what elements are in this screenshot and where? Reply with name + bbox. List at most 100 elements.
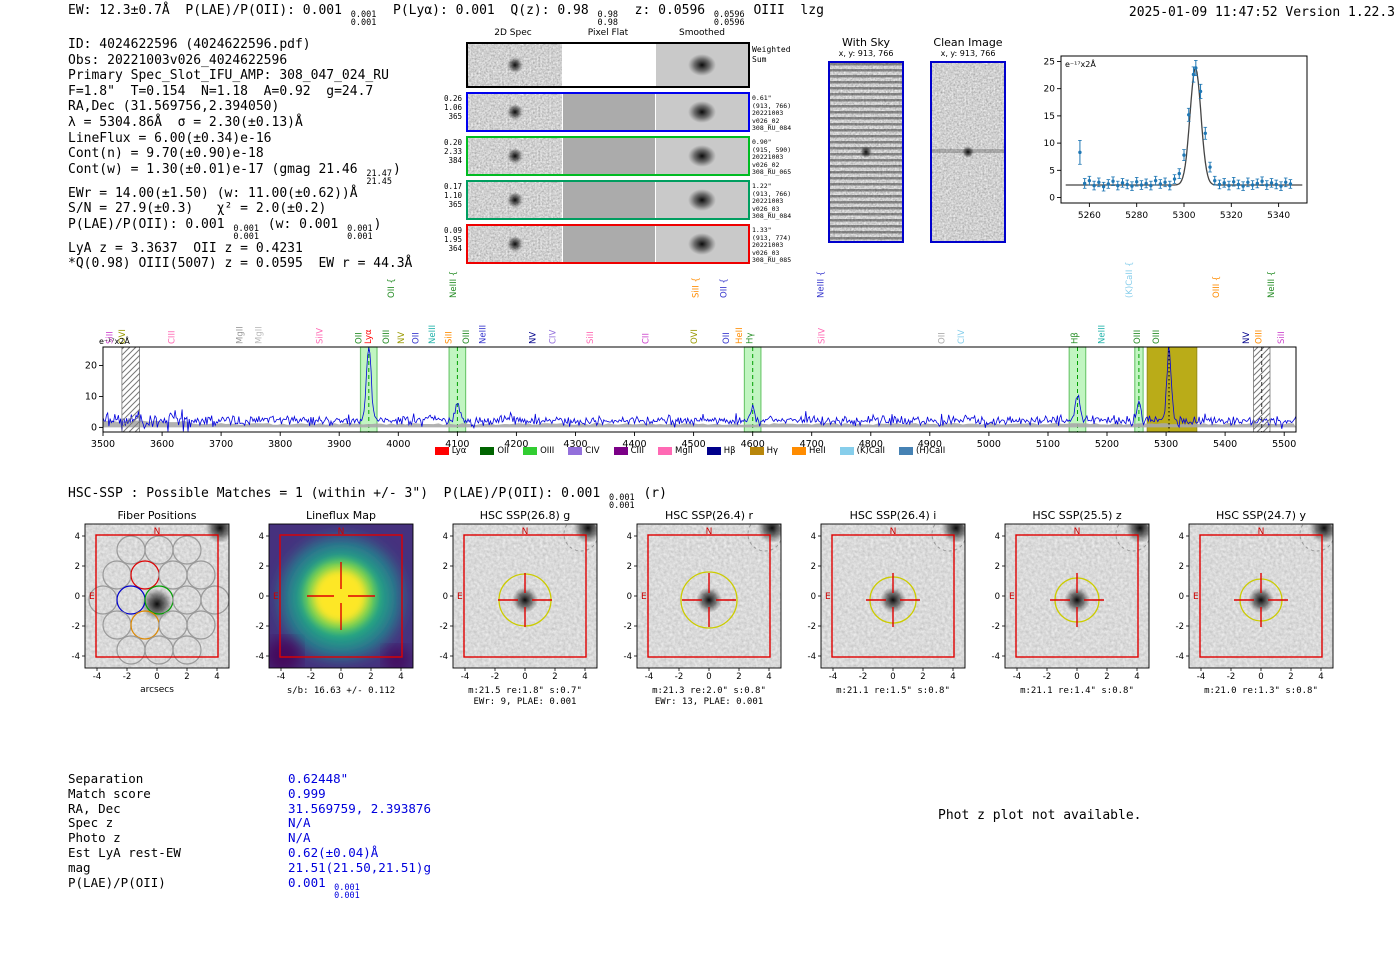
svg-text:OII {: OII {: [720, 278, 730, 298]
svg-text:CIV: CIV: [548, 330, 558, 344]
info-line: ID: 4024622596 (4024622596.pdf): [68, 37, 412, 53]
svg-text:SiIV: SiIV: [316, 328, 326, 344]
pixel-flat-image: [563, 44, 655, 86]
svg-text:4: 4: [766, 672, 771, 682]
legend-swatch: [839, 447, 854, 455]
svg-text:0: 0: [154, 672, 159, 682]
extraction-box: [1015, 534, 1139, 658]
svg-text:10: 10: [1044, 139, 1056, 149]
spec2d-col-header: 2D Spec: [494, 28, 532, 38]
cutout-image: [453, 524, 597, 668]
info-line: Primary Spec_Slot_IFU_AMP: 308_047_024_R…: [68, 68, 412, 84]
svg-text:NeIII: NeIII: [1098, 325, 1108, 344]
flux-data-points: [1078, 59, 1293, 192]
smoothed-image: [656, 94, 748, 130]
spec2d-row-annotation: 1.22" (913, 766) 20221003 v026_03 308_RU_084: [752, 182, 792, 221]
spec2d-row-annotation: 0.90" (915, 590) 20221003 v026_02 308_RU_065: [752, 138, 792, 177]
cutout-axes: -4 -4 -2 -2 0 0 2 2 4 4: [72, 523, 230, 682]
cutout-image: [1189, 524, 1333, 668]
text-run: 0.999: [288, 785, 326, 801]
zoom-plot-axes: 5260 5280 5300 5320 5340 0 5 10 15 20 25: [1044, 55, 1308, 221]
svg-text:5500: 5500: [1272, 439, 1296, 450]
svg-text:MgII: MgII: [235, 326, 245, 344]
hsc-match-header: HSC-SSP : Possible Matches = 1 (within +…: [68, 486, 667, 510]
svg-text:2: 2: [627, 562, 632, 572]
svg-text:OII: OII: [411, 332, 421, 344]
cutout-axes: -4 -4 -2 -2 0 0 2 2 4 4: [256, 523, 414, 682]
with-sky-coords: x, y: 913, 766: [838, 49, 894, 58]
text-run: Cont(w) = 1.30(±0.01)e-17 (gmag 21.46: [68, 161, 366, 177]
clean-image-title: Clean Image: [933, 36, 1003, 49]
spec2d-row-values: 0.20 2.33 384: [443, 138, 462, 165]
svg-text:NV: NV: [528, 332, 538, 344]
svg-text:3800: 3800: [268, 439, 292, 450]
svg-text:4: 4: [582, 672, 587, 682]
stacked-uncertainty: 0.001 0.001: [350, 9, 377, 28]
text-run: N/A: [288, 815, 311, 831]
svg-text:-4: -4: [93, 672, 101, 682]
svg-text:OVI: OVI: [690, 329, 700, 344]
svg-text:SiII: SiII: [1277, 331, 1287, 344]
match-value: 0.62448": [288, 771, 348, 787]
legend-item: Lyα: [434, 446, 466, 456]
svg-text:0: 0: [1179, 592, 1184, 602]
svg-text:-4: -4: [645, 672, 653, 682]
cutout-image: [269, 524, 413, 668]
svg-text:-2: -2: [307, 672, 315, 682]
svg-text:0: 0: [443, 592, 448, 602]
cutout-caption: EWr: 9, PLAE: 0.001: [474, 697, 577, 707]
cutout-panel: Fiber Positions N E -4 -4 -2 -2 0 0 2 2 4 4 arcsecs: [72, 509, 230, 695]
with-sky-panel: With Sky x, y: 913, 766: [826, 36, 906, 243]
svg-text:NeIII {: NeIII {: [1267, 271, 1277, 298]
svg-text:-4: -4: [1197, 672, 1205, 682]
text-run: (w: 0.001: [259, 216, 347, 232]
svg-text:-2: -2: [491, 672, 499, 682]
text-run: S/N = 27.9(±0.3) χ² = 2.0(±0.2): [68, 201, 327, 217]
compass-north: N: [706, 527, 713, 537]
zoom-spectrum-plot: 5260 5280 5300 5320 5340 0 5 10 15 20 25 e⁻¹⁷x2Å: [1044, 55, 1308, 221]
text-run: P(Lyα): 0.001 Q(z): 0.98: [377, 3, 597, 18]
svg-text:5100: 5100: [1036, 439, 1060, 450]
svg-text:5200: 5200: [1095, 439, 1119, 450]
svg-text:-4: -4: [72, 652, 80, 662]
cutout-caption: EWr: 13, PLAE: 0.001: [655, 697, 763, 707]
text-run: RA,Dec (31.569756,2.394050): [68, 99, 280, 115]
info-block: ID: 4024622596 (4024622596.pdf) Obs: 2022…: [68, 37, 412, 272]
error-spectrum: [103, 420, 1296, 428]
match-row: P(LAE)/P(OII) 0.001 0.001 0.001: [68, 875, 431, 900]
cutout-title: HSC SSP(25.5) z: [1032, 509, 1122, 522]
compass-east: E: [457, 592, 463, 602]
cutout-image: [821, 524, 965, 668]
svg-text:4200: 4200: [504, 439, 528, 450]
spec2d-image: [468, 44, 562, 86]
info-line: *Q(0.98) OIII(5007) z = 0.0595 EW r = 44…: [68, 256, 412, 272]
svg-text:0: 0: [91, 422, 97, 433]
info-line: Obs: 20221003v026_4024622596: [68, 53, 412, 69]
spectrum-ylabel: e⁻¹⁷x2Å: [99, 335, 130, 346]
legend-item: (K)CaII: [839, 446, 885, 456]
legend-swatch: [706, 447, 721, 455]
svg-text:25: 25: [1044, 57, 1055, 67]
svg-text:CIII: CIII: [168, 331, 178, 344]
spec2d-row: [466, 92, 750, 132]
cutout-axes: -4 -4 -2 -2 0 0 2 2 4 4: [1176, 523, 1334, 682]
extraction-box: [1199, 534, 1323, 658]
svg-text:NeIII: NeIII: [479, 325, 489, 344]
text-run: Primary Spec_Slot_IFU_AMP: 308_047_024_R…: [68, 68, 389, 84]
svg-text:0: 0: [890, 672, 895, 682]
svg-text:-4: -4: [624, 652, 632, 662]
extraction-box: [95, 534, 219, 658]
svg-text:OIII: OIII: [462, 330, 472, 344]
compass-east: E: [273, 592, 279, 602]
cutout-row: Fiber Positions N E -4 -4 -2 -2 0 0 2 2 4 4 arcsecs Li…: [55, 508, 1343, 714]
crosshair: [866, 573, 920, 627]
svg-text:0: 0: [522, 672, 527, 682]
match-label: RA, Dec: [68, 800, 121, 816]
info-line: LineFlux = 6.00(±0.34)e-16: [68, 131, 412, 147]
compass-east: E: [825, 592, 831, 602]
match-row: Spec z N/A: [68, 815, 431, 831]
svg-text:SiII: SiII: [445, 331, 455, 344]
text-run: Obs: 20221003v026_4024622596: [68, 52, 288, 68]
